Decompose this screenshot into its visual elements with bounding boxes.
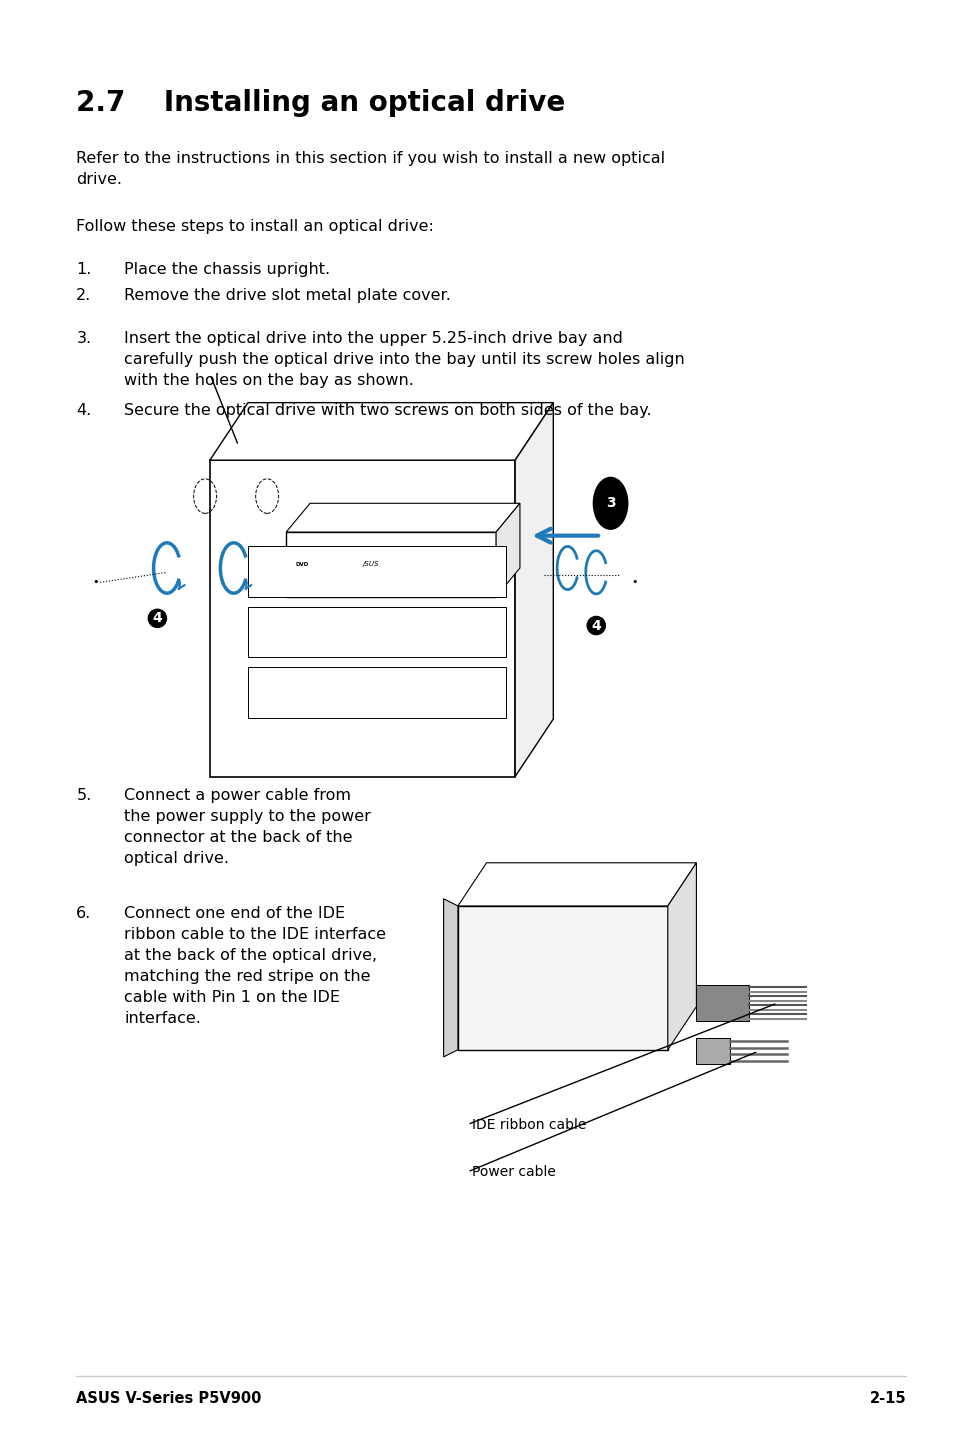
Text: •: •	[92, 578, 98, 587]
Text: 6.: 6.	[76, 906, 91, 920]
Text: DVD: DVD	[295, 562, 309, 567]
Polygon shape	[457, 863, 696, 906]
Text: Secure the optical drive with two screws on both sides of the bay.: Secure the optical drive with two screws…	[124, 403, 651, 417]
Text: 4: 4	[152, 611, 162, 626]
Circle shape	[593, 477, 627, 529]
Polygon shape	[496, 503, 519, 597]
Text: 1.: 1.	[76, 262, 91, 276]
Polygon shape	[457, 906, 667, 1050]
Text: 2.: 2.	[76, 288, 91, 302]
Text: Connect one end of the IDE
ribbon cable to the IDE interface
at the back of the : Connect one end of the IDE ribbon cable …	[124, 906, 386, 1025]
Polygon shape	[210, 403, 553, 460]
Text: Refer to the instructions in this section if you wish to install a new optical
d: Refer to the instructions in this sectio…	[76, 151, 665, 187]
Text: IDE ribbon cable: IDE ribbon cable	[472, 1117, 586, 1132]
Polygon shape	[515, 403, 553, 777]
Text: 4.: 4.	[76, 403, 91, 417]
Polygon shape	[696, 1038, 729, 1064]
Text: Power cable: Power cable	[472, 1165, 556, 1179]
Text: 3: 3	[605, 496, 615, 510]
Polygon shape	[667, 863, 696, 1050]
Text: 2.7    Installing an optical drive: 2.7 Installing an optical drive	[76, 89, 565, 116]
Polygon shape	[248, 546, 505, 597]
Polygon shape	[248, 667, 505, 718]
Text: 3.: 3.	[76, 331, 91, 345]
Polygon shape	[286, 532, 496, 597]
Text: 2-15: 2-15	[869, 1392, 905, 1406]
Polygon shape	[286, 503, 519, 532]
Text: 4: 4	[591, 618, 600, 633]
Polygon shape	[248, 607, 505, 657]
Polygon shape	[443, 899, 457, 1057]
Text: •: •	[631, 578, 637, 587]
Polygon shape	[696, 985, 748, 1021]
Text: Follow these steps to install an optical drive:: Follow these steps to install an optical…	[76, 219, 434, 233]
Text: Remove the drive slot metal plate cover.: Remove the drive slot metal plate cover.	[124, 288, 451, 302]
Text: /SUS: /SUS	[362, 561, 378, 568]
Text: Insert the optical drive into the upper 5.25-inch drive bay and
carefully push t: Insert the optical drive into the upper …	[124, 331, 684, 388]
Text: Place the chassis upright.: Place the chassis upright.	[124, 262, 330, 276]
Text: ASUS V-Series P5V900: ASUS V-Series P5V900	[76, 1392, 261, 1406]
Text: 5.: 5.	[76, 788, 91, 802]
Text: Connect a power cable from
the power supply to the power
connector at the back o: Connect a power cable from the power sup…	[124, 788, 371, 866]
